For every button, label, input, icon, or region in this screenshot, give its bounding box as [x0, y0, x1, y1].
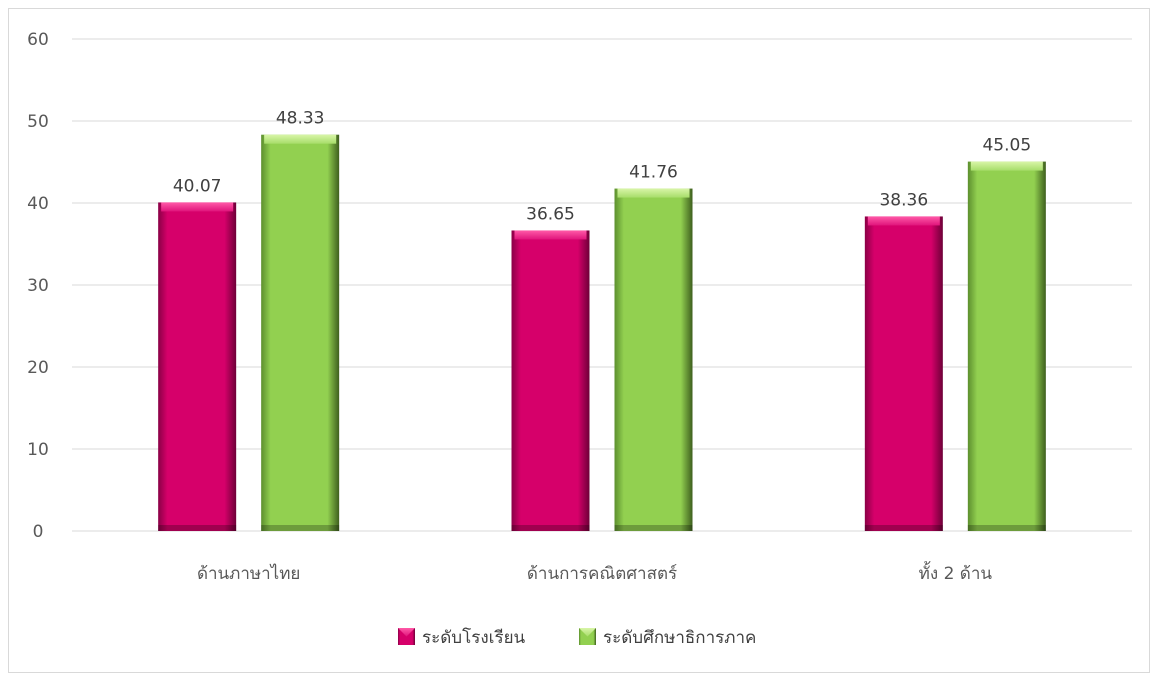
bar-bevel-top	[161, 202, 234, 212]
bar-body	[511, 230, 590, 531]
legend-swatch-bevel	[579, 628, 596, 637]
y-tick-label: 30	[27, 276, 49, 296]
y-tick-label: 10	[27, 440, 49, 460]
bars	[158, 134, 1046, 531]
bar-bevel-bottom	[158, 525, 237, 531]
y-axis-ticks: 0 10 20 30 40 50 60	[27, 30, 49, 542]
legend-swatch-bevel	[398, 628, 415, 637]
bar-bevel-top	[867, 216, 940, 226]
bar	[261, 134, 340, 531]
bar-bevel-top	[514, 230, 587, 240]
bar-bevel-bottom	[614, 525, 693, 531]
data-label: 45.05	[982, 136, 1031, 156]
y-tick-label: 20	[27, 358, 49, 378]
y-tick-label: 60	[27, 30, 49, 50]
legend: ระดับโรงเรียน ระดับศึกษาธิการภาค	[398, 627, 756, 648]
bar-bevel-bottom	[261, 525, 340, 531]
legend-label: ระดับโรงเรียน	[422, 627, 526, 648]
data-label: 41.76	[629, 163, 678, 183]
data-label: 40.07	[173, 176, 222, 196]
bar-body	[158, 202, 237, 531]
bar-bevel-top	[970, 161, 1043, 171]
data-label: 38.36	[879, 190, 928, 210]
bar	[614, 188, 693, 531]
bar	[511, 230, 590, 531]
legend-item: ระดับศึกษาธิการภาค	[579, 628, 756, 648]
legend-label: ระดับศึกษาธิการภาค	[603, 628, 756, 648]
bar	[967, 161, 1046, 531]
bar-body	[967, 161, 1046, 531]
bar-body	[261, 134, 340, 531]
data-labels: 40.07 48.33 36.65 41.76 38.36 45.05	[173, 109, 1031, 225]
y-tick-label: 50	[27, 112, 49, 132]
bar-bevel-top	[617, 188, 690, 198]
bar	[158, 202, 237, 531]
bar-body	[864, 216, 943, 531]
bar	[864, 216, 943, 531]
y-tick-label: 40	[27, 194, 49, 214]
data-label: 48.33	[276, 109, 325, 129]
x-category-label: ด้านการคณิตศาสตร์	[527, 564, 677, 584]
data-label: 36.65	[526, 204, 575, 224]
bar-bevel-bottom	[967, 525, 1046, 531]
bar-bevel-bottom	[864, 525, 943, 531]
bar-bevel-top	[264, 134, 337, 144]
x-category-label: ทั้ง 2 ด้าน	[919, 561, 993, 584]
gridlines	[72, 38, 1132, 532]
legend-item: ระดับโรงเรียน	[398, 627, 526, 648]
x-axis-categories: ด้านภาษาไทย ด้านการคณิตศาสตร์ ทั้ง 2 ด้าน	[197, 561, 992, 584]
bar-bevel-bottom	[511, 525, 590, 531]
y-tick-label: 0	[33, 522, 44, 542]
bar-body	[614, 188, 693, 531]
x-category-label: ด้านภาษาไทย	[197, 563, 300, 584]
